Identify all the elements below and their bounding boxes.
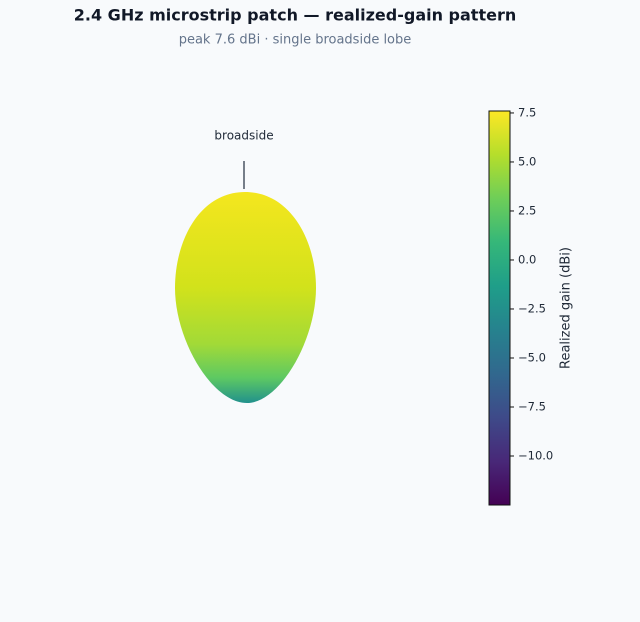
colorbar-tick-label: 0.0	[518, 252, 536, 266]
chart-subtitle: peak 7.6 dBi · single broadside lobe	[179, 33, 412, 48]
gain-lobe	[175, 192, 316, 403]
colorbar-tick-label: 7.5	[518, 105, 536, 119]
colorbar-tick-label: −7.5	[518, 399, 546, 413]
colorbar-tick-label: 5.0	[518, 154, 536, 168]
colorbar-tick-label: −2.5	[518, 301, 546, 315]
colorbar-tick-label: −10.0	[518, 448, 553, 462]
annotation: broadside	[214, 129, 273, 143]
colorbar-label: Realized gain (dBi)	[559, 247, 574, 369]
colorbar-tick-label: 2.5	[518, 203, 536, 217]
colorbar: 7.5 5.0 2.5 0.0 −2.5 −5.0 −7.5 −10.0	[488, 105, 553, 506]
colorbar-fill	[488, 110, 511, 506]
colorbar-tick-label: −5.0	[518, 350, 546, 364]
chart-title: 2.4 GHz microstrip patch — realized-gain…	[74, 6, 516, 25]
